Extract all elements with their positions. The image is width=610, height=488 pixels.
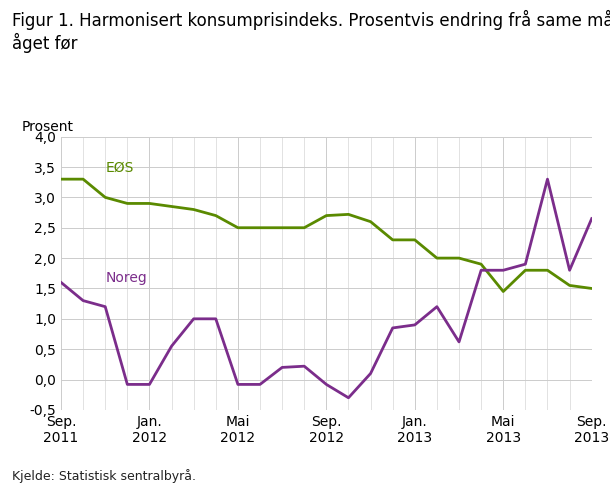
Text: Kjelde: Statistisk sentralbyrå.: Kjelde: Statistisk sentralbyrå.	[12, 469, 196, 483]
Text: EØS: EØS	[105, 161, 134, 175]
Text: Figur 1. Harmonisert konsumprisindeks. Prosentvis endring frå same månad
åget fø: Figur 1. Harmonisert konsumprisindeks. P…	[12, 10, 610, 53]
Text: Noreg: Noreg	[105, 271, 147, 285]
Text: Prosent: Prosent	[21, 120, 73, 134]
